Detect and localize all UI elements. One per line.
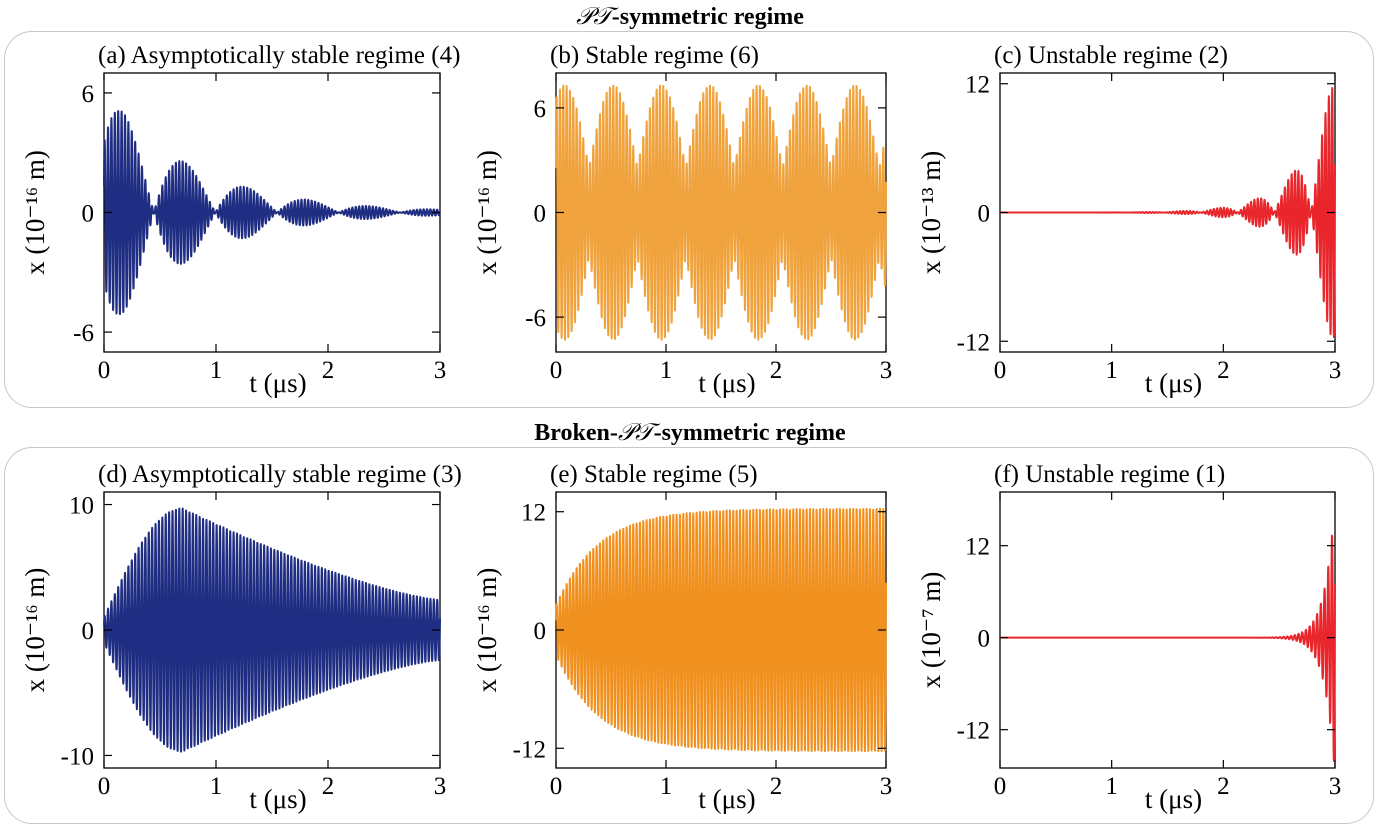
y-tick-label-f: 0	[978, 626, 991, 653]
y-axis-label-e: x (10⁻¹⁶ m)	[472, 568, 502, 693]
panel-title-b: (b) Stable regime (6)	[550, 42, 759, 69]
y-tick-label-d: -10	[61, 743, 94, 770]
y-tick-label-d: 0	[82, 618, 95, 645]
series-line-b	[555, 84, 887, 341]
x-axis-label-c: t (μs)	[1145, 368, 1202, 398]
y-tick-label-c: 12	[965, 72, 990, 99]
x-axis-label-b: t (μs)	[698, 368, 755, 398]
x-tick-label-f: 1	[1105, 773, 1118, 800]
y-tick-label-a: 0	[82, 201, 95, 228]
series-line-a	[103, 110, 441, 316]
x-tick-label-b: 0	[550, 357, 563, 384]
panel-title-e: (e) Stable regime (5)	[550, 461, 758, 488]
y-tick-label-c: -12	[957, 329, 990, 356]
x-tick-label-e: 0	[550, 773, 563, 800]
x-axis-label-a: t (μs)	[249, 368, 306, 398]
x-tick-label-a: 2	[322, 357, 335, 384]
y-tick-label-b: -6	[525, 305, 546, 332]
y-tick-label-f: 12	[965, 534, 990, 561]
series-line-d	[103, 507, 441, 753]
series-line-e	[555, 507, 887, 753]
y-tick-label-a: 6	[82, 81, 95, 108]
panel-title-d: (d) Asymptotically stable regime (3)	[98, 461, 462, 488]
x-tick-label-c: 3	[1329, 357, 1342, 384]
group-title-prefix: Broken-	[534, 420, 618, 446]
y-axis-label-d: x (10⁻¹⁶ m)	[20, 568, 50, 693]
x-tick-label-c: 0	[994, 357, 1007, 384]
x-tick-label-b: 1	[660, 357, 673, 384]
panel-title-f: (f) Unstable regime (1)	[994, 461, 1225, 488]
y-axis-label-c: x (10⁻¹³ m)	[916, 151, 946, 274]
x-tick-label-a: 1	[210, 357, 223, 384]
y-axis-label-b: x (10⁻¹⁶ m)	[472, 150, 502, 275]
x-axis-label-f: t (μs)	[1145, 784, 1202, 814]
y-axis-label-f: x (10⁻⁷ m)	[916, 572, 946, 689]
y-tick-label-d: 10	[69, 493, 94, 520]
x-tick-label-f: 3	[1329, 773, 1342, 800]
x-tick-label-a: 3	[434, 357, 447, 384]
group-title-broken-pt: Broken-𝒫𝒯-symmetric regime	[0, 418, 1380, 447]
y-tick-label-f: -12	[957, 718, 990, 745]
x-tick-label-f: 2	[1217, 773, 1230, 800]
y-tick-label-b: 6	[534, 96, 547, 123]
x-tick-label-c: 1	[1105, 357, 1118, 384]
y-tick-label-e: -12	[513, 736, 546, 763]
x-axis-label-d: t (μs)	[249, 784, 306, 814]
group-title-text: -symmetric regime	[653, 420, 846, 446]
series-line-c	[999, 86, 1336, 339]
x-tick-label-d: 1	[210, 773, 223, 800]
x-tick-label-e: 1	[660, 773, 673, 800]
x-tick-label-d: 2	[322, 773, 335, 800]
x-tick-label-b: 2	[770, 357, 783, 384]
x-tick-label-c: 2	[1217, 357, 1230, 384]
group-box-pt-symmetric	[4, 31, 1374, 408]
group-title-text: -symmetric regime	[611, 4, 804, 30]
x-tick-label-e: 3	[880, 773, 893, 800]
x-tick-label-d: 3	[434, 773, 447, 800]
x-tick-label-d: 0	[98, 773, 111, 800]
x-tick-label-e: 2	[770, 773, 783, 800]
y-tick-label-b: 0	[534, 201, 547, 228]
x-tick-label-a: 0	[98, 357, 111, 384]
pt-symbol: 𝒫𝒯	[576, 2, 612, 30]
y-axis-label-a: x (10⁻¹⁶ m)	[20, 150, 50, 275]
pt-symbol: 𝒫𝒯	[617, 418, 654, 446]
y-tick-label-a: -6	[73, 320, 94, 347]
series-line-f	[999, 534, 1336, 762]
plot-frame-f	[999, 491, 1336, 769]
x-tick-label-b: 3	[880, 357, 893, 384]
x-tick-label-f: 0	[994, 773, 1007, 800]
y-tick-label-c: 0	[978, 201, 991, 228]
y-tick-label-e: 0	[534, 618, 547, 645]
y-tick-label-e: 12	[521, 500, 546, 527]
group-title-pt-symmetric: 𝒫𝒯-symmetric regime	[0, 2, 1380, 31]
x-axis-label-e: t (μs)	[698, 784, 755, 814]
panel-title-c: (c) Unstable regime (2)	[994, 42, 1228, 69]
panel-title-a: (a) Asymptotically stable regime (4)	[98, 42, 460, 69]
group-box-broken-pt	[4, 447, 1374, 824]
